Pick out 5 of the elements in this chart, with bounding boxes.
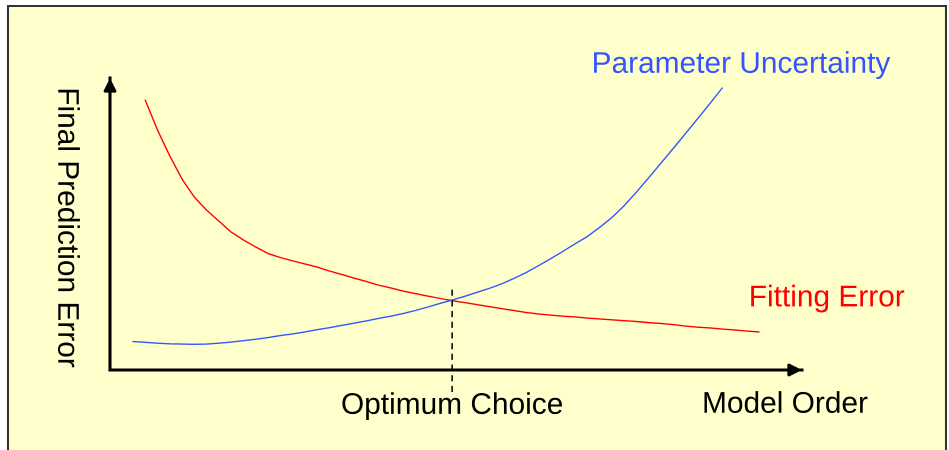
x-axis-title: Model Order	[704, 391, 868, 414]
text: Optimum Choice	[342, 392, 562, 420]
series-label: Fitting Error	[751, 284, 904, 313]
y-axis-title: Final Prediction Error	[58, 90, 80, 368]
series-label: Parameter Uncertainty	[594, 51, 890, 79]
